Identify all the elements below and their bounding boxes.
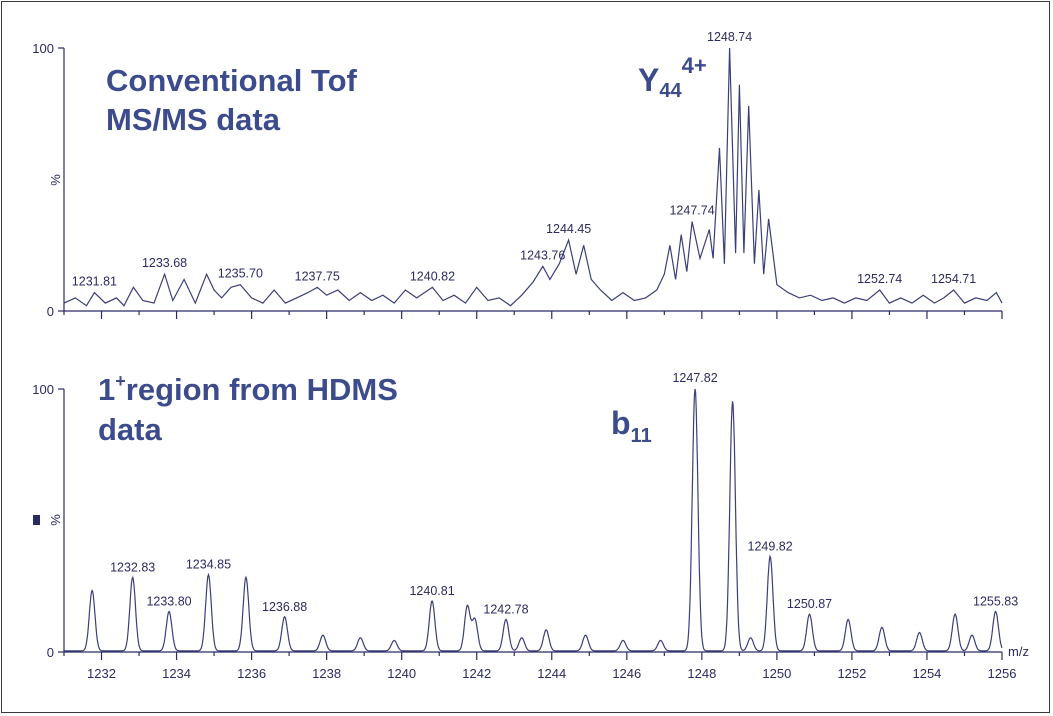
x-tick-label-1250: 1250 — [762, 666, 791, 681]
peak-label-1236.88: 1236.88 — [262, 600, 307, 614]
x-tick-label-1248: 1248 — [687, 666, 716, 681]
x-tick-label-1254: 1254 — [912, 666, 941, 681]
peak-label-1240.82: 1240.82 — [410, 269, 455, 283]
top-title-line-2: MS/MS data — [106, 102, 281, 137]
peak-label-1248.74: 1248.74 — [707, 30, 752, 44]
bottom-peak-labels: 1232.83 1233.80 1234.85 1236.88 1240.81 1242.… — [110, 371, 1018, 616]
peak-label-1240.81: 1240.81 — [409, 584, 454, 598]
top-ion-label: Y444+ — [638, 53, 707, 102]
top-y-tick-label-0: 0 — [47, 304, 54, 319]
top-title-line-1: Conventional Tof — [106, 63, 358, 98]
bottom-panel: 100 0 % 1+region from HDMS data b11 m/z … — [32, 371, 1029, 681]
x-axis-label: m/z — [1008, 644, 1029, 659]
x-tick-label-1232: 1232 — [87, 666, 116, 681]
top-panel: 100 0 % Conventional Tof MS/MS data Y444… — [32, 30, 1003, 319]
top-x-ticks — [63, 311, 1003, 319]
bottom-title-line-2: data — [98, 412, 163, 447]
top-spectrum-trace — [63, 47, 1003, 307]
bottom-x-ticks: 1232 1234 1236 1238 1240 1242 1244 1246 1248 1250… — [63, 652, 1017, 681]
x-tick-label-1244: 1244 — [537, 666, 566, 681]
peak-label-1249.82: 1249.82 — [748, 539, 793, 553]
x-tick-label-1236: 1236 — [237, 666, 266, 681]
x-tick-label-1240: 1240 — [387, 666, 416, 681]
x-tick-label-1234: 1234 — [162, 666, 191, 681]
peak-label-1233.68: 1233.68 — [142, 256, 187, 270]
top-peak-labels: 1231.81 1233.68 1235.70 1237.75 1240.82 1243.… — [72, 30, 976, 289]
bottom-y-tick-label-100: 100 — [32, 382, 54, 397]
x-tick-label-1256: 1256 — [988, 666, 1017, 681]
peak-label-1247.82: 1247.82 — [672, 371, 717, 385]
legend-marker — [33, 515, 40, 525]
peak-label-1247.74: 1247.74 — [669, 204, 714, 218]
bottom-y-axis-label: % — [48, 514, 63, 526]
x-tick-label-1242: 1242 — [462, 666, 491, 681]
peak-label-1237.75: 1237.75 — [295, 269, 340, 283]
peak-label-1252.74: 1252.74 — [857, 272, 902, 286]
x-tick-label-1246: 1246 — [612, 666, 641, 681]
peak-label-1244.45: 1244.45 — [546, 222, 591, 236]
bottom-spectrum-trace — [64, 388, 1003, 652]
top-y-axis-label: % — [48, 174, 63, 186]
bottom-title-line-1: 1+region from HDMS — [98, 371, 398, 407]
bottom-ion-label: b11 — [611, 405, 652, 447]
bottom-y-tick-label-0: 0 — [47, 645, 54, 660]
peak-label-1243.76: 1243.76 — [520, 248, 565, 262]
peak-label-1235.70: 1235.70 — [218, 267, 263, 281]
peak-label-1231.81: 1231.81 — [72, 275, 117, 289]
peak-label-1250.87: 1250.87 — [787, 597, 832, 611]
peak-label-1254.71: 1254.71 — [931, 272, 976, 286]
x-tick-label-1252: 1252 — [837, 666, 866, 681]
top-y-tick-label-100: 100 — [32, 41, 54, 56]
peak-label-1234.85: 1234.85 — [186, 558, 231, 572]
peak-label-1232.83: 1232.83 — [110, 560, 155, 574]
x-tick-label-1238: 1238 — [312, 666, 341, 681]
peak-label-1233.80: 1233.80 — [146, 595, 191, 609]
peak-label-1242.78: 1242.78 — [483, 602, 528, 616]
peak-label-1255.83: 1255.83 — [973, 595, 1018, 609]
